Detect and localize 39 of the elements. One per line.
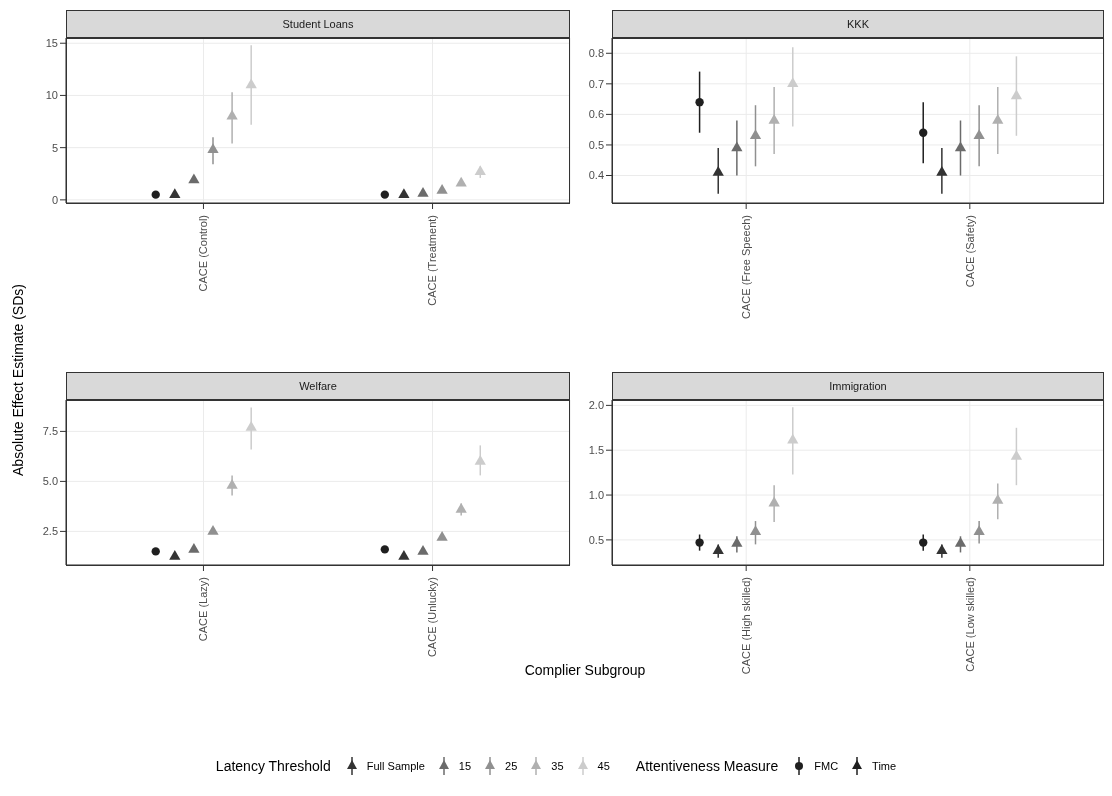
y-tick-label: 0.5: [588, 138, 604, 151]
legend-label: 25: [505, 760, 518, 772]
y-tick-label: 7.5: [42, 425, 58, 438]
x-axis-title: Complier Subgroup: [524, 662, 646, 678]
y-tick-label: 0.8: [588, 47, 604, 60]
y-tick-label: 5.0: [42, 475, 58, 488]
y-tick-label: 0.4: [588, 169, 604, 182]
x-tick-label: CACE (Low skilled): [963, 577, 976, 672]
legend-label: 35: [551, 760, 564, 772]
y-tick-label: 0: [51, 193, 58, 206]
y-tick-label: 15: [45, 37, 58, 50]
y-tick-label: 0.7: [588, 77, 604, 90]
legend-title: Latency Threshold: [215, 758, 331, 774]
text: Time: [872, 760, 897, 772]
x-tick-label: CACE (Free Speech): [740, 215, 753, 319]
y-tick-label: 0.6: [588, 108, 604, 121]
x-tick-label: CACE (Control): [197, 215, 210, 292]
y-axis-title: Absolute Effect Estimate (SDs): [10, 284, 26, 476]
chart-title: Immigration: [612, 372, 1104, 400]
x-tick-label: CACE (Treatment): [426, 215, 439, 306]
text: Attentiveness Measure: [635, 758, 779, 774]
y-tick-label: 5: [51, 141, 58, 154]
y-tick-label: 2.0: [588, 399, 604, 412]
legend-label: 45: [597, 760, 610, 772]
legend-label: FMC: [814, 760, 839, 772]
x-tick-label: CACE (High skilled): [740, 577, 753, 675]
y-tick-label: 2.5: [42, 525, 58, 538]
legend-label: Full Sample: [366, 760, 425, 772]
x-tick-label: CACE (Unlucky): [426, 577, 439, 658]
y-tick-label: 1.5: [588, 444, 604, 457]
y-tick-label: 0.5: [588, 533, 604, 546]
chart-title: KKK: [612, 10, 1104, 38]
legend-label: 15: [458, 760, 472, 772]
x-tick-label: CACE (Lazy): [197, 577, 210, 642]
y-tick-label: 1.0: [588, 488, 604, 501]
chart-title: Student Loans: [66, 10, 570, 38]
x-tick-label: CACE (Safety): [963, 215, 976, 288]
y-tick-label: 10: [45, 89, 58, 102]
chart-title: Welfare: [66, 372, 570, 400]
